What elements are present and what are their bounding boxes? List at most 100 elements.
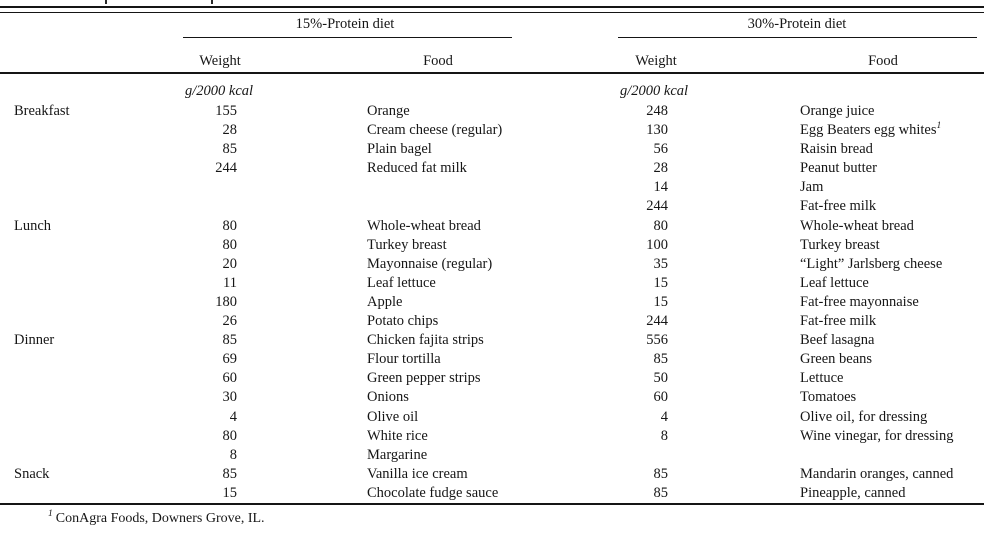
food-30-value: Fat-free mayonnaise — [800, 293, 919, 310]
food-30-value: Olive oil, for dressing — [800, 408, 928, 425]
units-label-15: g/2000 kcal — [185, 83, 254, 99]
weight-15-value: 69 — [222, 351, 238, 368]
weight-15-value: 244 — [215, 160, 237, 177]
food-30-value: “Light” Jarlsberg cheese — [800, 255, 943, 272]
food-15-value: Flour tortilla — [367, 351, 441, 368]
weight-30-value: 4 — [660, 408, 668, 425]
meal-label: Breakfast — [14, 103, 70, 119]
clipped-caption-fragment — [0, 0, 984, 5]
meal-label: Lunch — [14, 217, 52, 234]
food-30-value: Wine vinegar, for dressing — [800, 427, 954, 444]
spanner-rule-30-protein — [618, 37, 977, 39]
food-30-value: Orange juice — [800, 103, 875, 119]
footnote: 1 ConAgra Foods, Downers Grove, IL. — [48, 509, 265, 527]
weight-15-value: 60 — [222, 370, 238, 387]
table-row: 244 Fat-free milk — [0, 197, 984, 216]
table-row: 244 Reduced fat milk 28 Peanut butter — [0, 159, 984, 178]
food-30-value: Turkey breast — [800, 236, 880, 253]
footnote-marker: 1 — [48, 509, 53, 520]
food-30-value: Leaf lettuce — [800, 274, 869, 291]
weight-30-value: 8 — [660, 427, 668, 444]
table-row: 80 White rice 8 Wine vinegar, for dressi… — [0, 427, 984, 446]
table-row: 28 Cream cheese (regular) 130 Egg Beater… — [0, 121, 984, 140]
column-header-food-30: Food — [868, 53, 898, 69]
food-30-value: Tomatoes — [800, 389, 857, 406]
food-30-value: Mandarin oranges, canned — [800, 465, 954, 482]
food-15-value: Onions — [367, 389, 409, 406]
column-header-weight-15: Weight — [199, 53, 241, 69]
meal-label: Snack — [14, 465, 50, 482]
table-row: 80 Turkey breast 100 Turkey breast — [0, 236, 984, 255]
caption-descender-mark — [211, 0, 213, 4]
table-row: Lunch 80 Whole-wheat bread 80 Whole-whea… — [0, 217, 984, 236]
food-15-value: Cream cheese (regular) — [367, 122, 503, 139]
footnote-text: ConAgra Foods, Downers Grove, IL. — [55, 511, 265, 526]
table-row: 8 Margarine — [0, 446, 984, 465]
bottom-rule — [0, 503, 984, 505]
header-bottom-rule — [0, 72, 984, 74]
food-30-value: Pineapple, canned — [800, 484, 906, 501]
group-header-30-protein: 30%-Protein diet — [747, 16, 847, 32]
food-15-value: Apple — [367, 293, 403, 310]
table-row: 20 Mayonnaise (regular) 35 “Light” Jarls… — [0, 255, 984, 274]
footnote-reference-superscript: 1 — [936, 121, 942, 132]
top-rule-upper — [0, 6, 984, 9]
food-30-value: Whole-wheat bread — [800, 217, 914, 234]
weight-30-value: 50 — [653, 370, 669, 387]
food-30-value: Raisin bread — [800, 141, 873, 158]
food-15-value: Orange — [367, 103, 410, 119]
food-15-value: Plain bagel — [367, 141, 432, 158]
weight-15-value: 85 — [222, 465, 238, 482]
weight-30-value: 556 — [646, 332, 668, 349]
food-15-value: Chocolate fudge sauce — [367, 484, 499, 501]
weight-30-value: 14 — [653, 179, 669, 196]
table-row: Dinner 85 Chicken fajita strips 556 Beef… — [0, 331, 984, 350]
weight-30-value: 85 — [653, 351, 669, 368]
weight-30-value: 130 — [646, 122, 668, 139]
food-30-value: Fat-free milk — [800, 313, 877, 330]
weight-15-value: 11 — [223, 274, 237, 291]
weight-15-value: 20 — [222, 255, 238, 272]
table-row: Breakfast 155 Orange 248 Orange juice — [0, 102, 984, 121]
food-30-value: Jam — [800, 179, 824, 196]
food-15-value: Olive oil — [367, 408, 419, 425]
meal-label: Dinner — [14, 332, 55, 349]
food-15-value: Chicken fajita strips — [367, 332, 484, 349]
weight-15-value: 26 — [222, 313, 238, 330]
weight-15-value: 180 — [215, 293, 237, 310]
weight-30-value: 60 — [653, 389, 669, 406]
caption-descender-mark — [105, 0, 107, 4]
food-15-value: Leaf lettuce — [367, 274, 436, 291]
weight-15-value: 80 — [222, 236, 238, 253]
food-15-value: Margarine — [367, 446, 428, 463]
table-body: Breakfast 155 Orange 248 Orange juice 28… — [0, 102, 984, 503]
table-row: 15 Chocolate fudge sauce 85 Pineapple, c… — [0, 484, 984, 503]
weight-15-value: 30 — [222, 389, 238, 406]
weight-15-value: 155 — [215, 103, 237, 119]
table-row: 69 Flour tortilla 85 Green beans — [0, 350, 984, 369]
weight-15-value: 80 — [222, 217, 238, 234]
units-label-30: g/2000 kcal — [620, 83, 689, 99]
food-15-value: Vanilla ice cream — [367, 465, 468, 482]
food-30-value: Fat-free milk — [800, 198, 877, 215]
food-30-value: Egg Beaters egg whites1 — [800, 121, 942, 139]
table-row: 14 Jam — [0, 178, 984, 197]
table-row: Snack 85 Vanilla ice cream 85 Mandarin o… — [0, 465, 984, 484]
weight-30-value: 100 — [646, 236, 668, 253]
food-30-value: Beef lasagna — [800, 332, 875, 349]
weight-15-value: 4 — [229, 408, 237, 425]
food-15-value: Reduced fat milk — [367, 160, 467, 177]
table-row: 4 Olive oil 4 Olive oil, for dressing — [0, 408, 984, 427]
table-row: 30 Onions 60 Tomatoes — [0, 388, 984, 407]
food-30-value: Lettuce — [800, 370, 844, 387]
group-header-15-protein: 15%-Protein diet — [295, 16, 395, 32]
weight-30-value: 248 — [646, 103, 668, 119]
weight-30-value: 56 — [653, 141, 669, 158]
weight-30-value: 15 — [653, 274, 669, 291]
table-row: 180 Apple 15 Fat-free mayonnaise — [0, 293, 984, 312]
food-30-value: Green beans — [800, 351, 873, 368]
table-row: 11 Leaf lettuce 15 Leaf lettuce — [0, 274, 984, 293]
weight-15-value: 80 — [222, 427, 238, 444]
weight-30-value: 244 — [646, 313, 668, 330]
food-15-value: Potato chips — [367, 313, 439, 330]
